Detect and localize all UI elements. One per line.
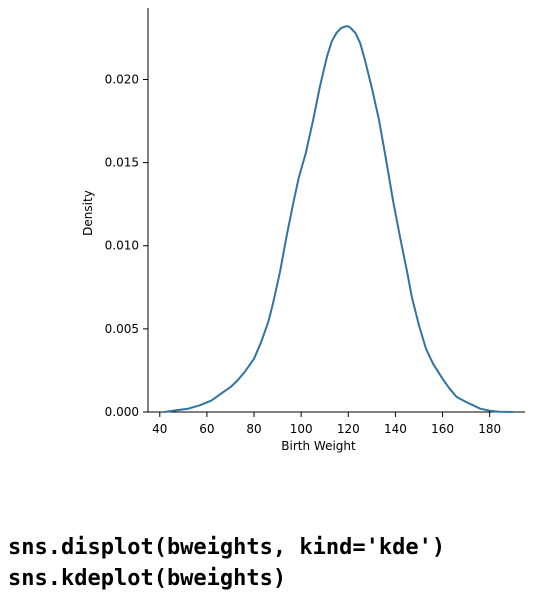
code-line-kdeplot: sns.kdeplot(bweights)	[8, 566, 287, 591]
x-tick-label: 160	[431, 422, 454, 436]
kde-chart: 40 60 80 100 120 140 160 180 0.000 0.005 0.010 0.01…	[81, 8, 525, 453]
x-tick-label: 40	[152, 422, 167, 436]
kde-curve	[163, 25, 515, 413]
y-tick-label: 0.010	[105, 239, 139, 253]
chart-axes	[147, 8, 525, 413]
code-snippet: sns.displot(bweights, kind='kde') sns.kd…	[8, 532, 445, 594]
x-tick-label: 120	[337, 422, 360, 436]
x-tick-label: 60	[199, 422, 214, 436]
y-axis-label: Density	[81, 190, 95, 236]
y-tick-label: 0.020	[105, 72, 139, 86]
y-tick-label: 0.000	[105, 405, 139, 419]
code-line-displot: sns.displot(bweights, kind='kde')	[8, 535, 446, 560]
y-tick-label: 0.005	[105, 322, 139, 336]
x-tick-label: 100	[290, 422, 313, 436]
y-tick-label: 0.015	[105, 156, 139, 170]
x-tick-label: 140	[384, 422, 407, 436]
x-tick-label: 80	[246, 422, 261, 436]
x-tick-label: 180	[478, 422, 501, 436]
x-axis-label: Birth Weight	[281, 439, 356, 453]
chart-ticks: 40 60 80 100 120 140 160 180 0.000 0.005 0.010 0.01…	[105, 72, 501, 436]
